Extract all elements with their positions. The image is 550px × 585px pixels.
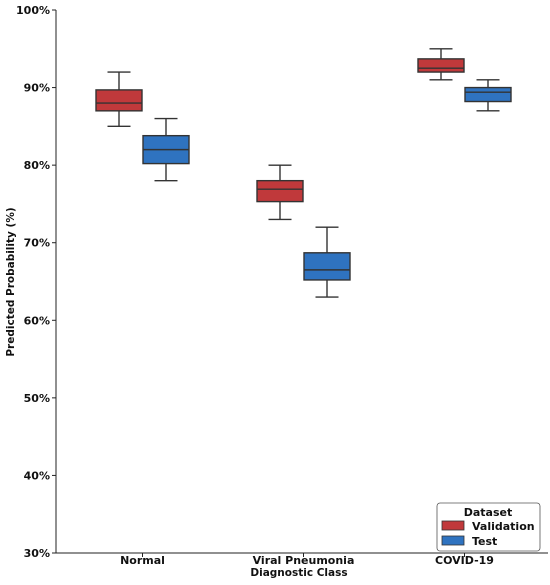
x-axis-title: Diagnostic Class	[250, 567, 347, 579]
y-axis-title: Predicted Probability (%)	[5, 207, 17, 356]
y-tick-label: 100%	[16, 4, 50, 17]
legend-label-test: Test	[472, 535, 497, 548]
y-tick-label: 80%	[24, 159, 50, 172]
y-tick-label: 60%	[24, 314, 50, 327]
y-tick-label: 30%	[24, 547, 50, 560]
box-validation-1	[256, 164, 304, 221]
box-body	[303, 252, 351, 281]
box-validation-0	[95, 71, 143, 128]
legend-swatch-test	[441, 535, 465, 546]
y-tick-label: 70%	[24, 237, 50, 250]
y-tick-label: 50%	[24, 392, 50, 405]
labels-layer: Predicted Probability (%) Diagnostic Cla…	[5, 207, 348, 579]
box-test-0	[142, 117, 190, 182]
box-body	[464, 86, 512, 103]
x-tick-label: Normal	[120, 554, 165, 567]
box-body	[417, 58, 465, 73]
legend: Dataset Validation Test	[436, 502, 541, 552]
legend-swatch-validation	[441, 520, 465, 531]
legend-title: Dataset	[464, 506, 513, 519]
y-tick-label: 90%	[24, 82, 50, 95]
y-tick-label: 40%	[24, 469, 50, 482]
x-tick-label: COVID-19	[435, 554, 494, 567]
box-test-1	[303, 226, 351, 298]
box-validation-2	[417, 48, 465, 81]
x-tick-label: Viral Pneumonia	[253, 554, 355, 567]
box-body	[95, 89, 143, 112]
boxes-layer	[95, 48, 512, 298]
box-test-2	[464, 79, 512, 112]
box-body	[256, 179, 304, 203]
legend-label-validation: Validation	[472, 520, 535, 533]
axes-layer: 30% 40% 50% 60% 70% 80% 90% 100% Normal Viral Pne…	[16, 4, 548, 567]
